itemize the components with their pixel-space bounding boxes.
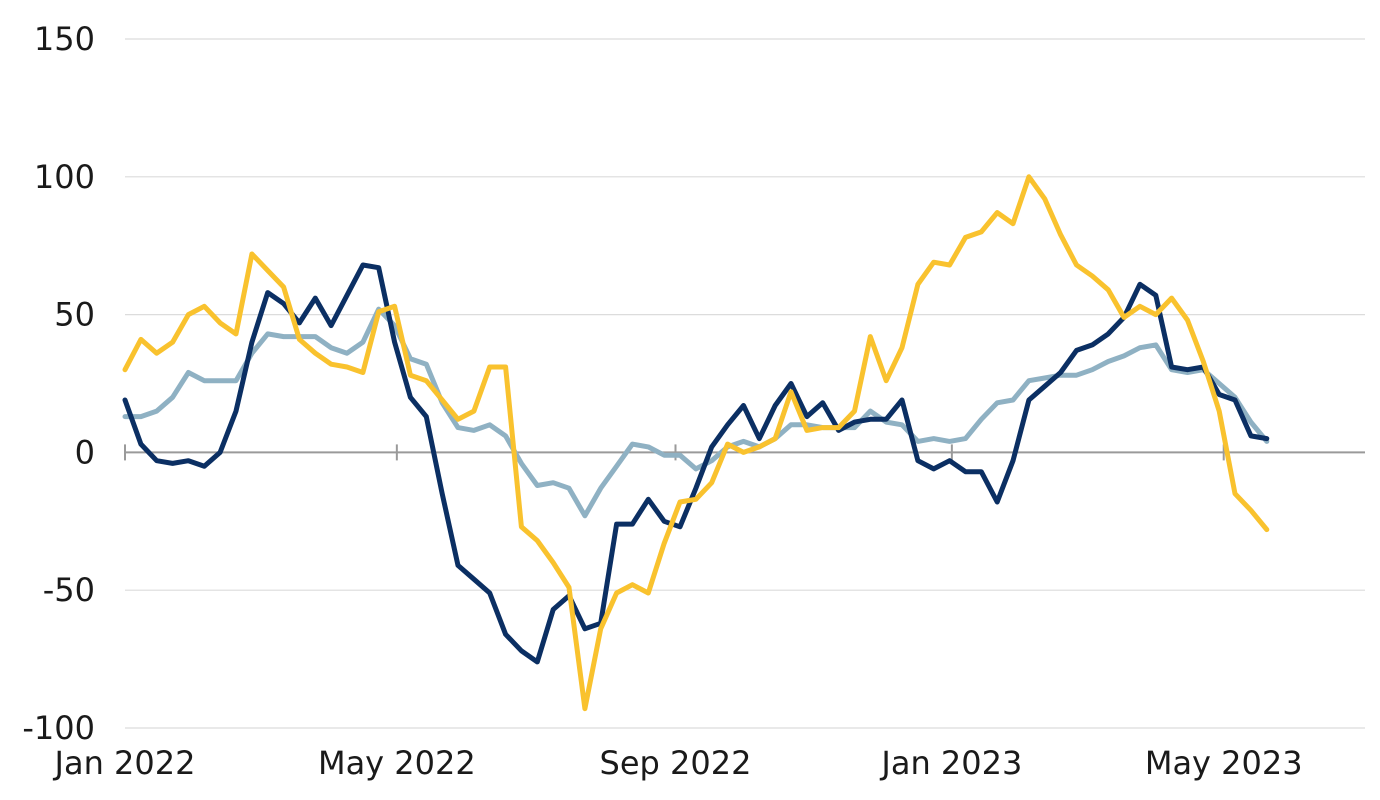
x-tick-label: Jan 2022 bbox=[53, 744, 196, 782]
gridlines bbox=[124, 38, 1365, 729]
y-tick-label: 100 bbox=[34, 158, 95, 196]
series-lines bbox=[122, 174, 1270, 712]
x-tick-label: Sep 2022 bbox=[600, 744, 752, 782]
series-line-1 bbox=[122, 262, 1270, 665]
series-line-2 bbox=[122, 306, 1270, 519]
x-tick-label: May 2022 bbox=[318, 744, 476, 782]
x-tick-label: Jan 2023 bbox=[879, 744, 1022, 782]
x-axis-tick-labels: Jan 2022 May 2022 Sep 2022 Jan 2023 May 2023 bbox=[53, 744, 1303, 782]
x-tick-label: May 2023 bbox=[1145, 744, 1303, 782]
y-tick-label: 50 bbox=[54, 296, 95, 334]
y-tick-label: -100 bbox=[22, 709, 95, 747]
y-axis-tick-labels: 150 100 50 0 -50 -100 bbox=[22, 20, 95, 747]
y-tick-label: -50 bbox=[43, 571, 95, 609]
series-line-3 bbox=[122, 174, 1270, 712]
y-tick-label: 0 bbox=[75, 433, 95, 471]
y-tick-label: 150 bbox=[34, 20, 95, 58]
